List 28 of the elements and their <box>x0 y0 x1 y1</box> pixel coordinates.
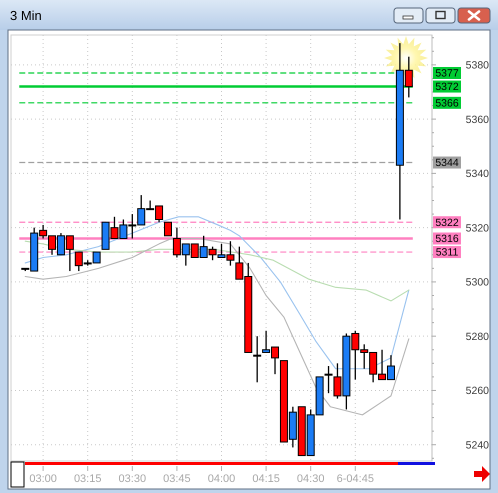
x-tick-label: 03:00 <box>29 473 57 485</box>
x-tick-label: 04:15 <box>252 473 280 485</box>
x-tick-label: 03:15 <box>74 473 102 485</box>
line-series <box>24 238 410 416</box>
x-tick-label: 04:30 <box>296 473 324 485</box>
x-tick-label: 03:30 <box>118 473 146 485</box>
x-tick-label: 04:00 <box>208 473 236 485</box>
ref-line-label: 5316 <box>435 233 459 246</box>
candlestick <box>253 336 262 383</box>
ref-line-label: 5322 <box>435 216 459 229</box>
y-tick-label: 5320 <box>466 222 490 234</box>
y-tick-label: 5340 <box>466 168 490 180</box>
x-tick-label: 03:45 <box>163 473 191 485</box>
ref-line-label: 5344 <box>435 157 459 170</box>
candlestick <box>164 222 172 236</box>
ref-line-label: 5372 <box>435 81 459 94</box>
y-tick-label: 5280 <box>466 330 490 343</box>
x-tick-label: 6-04:45 <box>336 473 374 485</box>
chart-title: 3 Min <box>10 8 42 23</box>
y-tick-label: 5380 <box>466 60 490 72</box>
candlestick <box>324 365 333 394</box>
y-tick-label: 5360 <box>466 114 490 126</box>
ref-line-label: 5311 <box>436 246 458 259</box>
ref-line-label: 5377 <box>435 68 459 80</box>
y-tick-label: 5260 <box>466 385 490 398</box>
y-tick-label: 5300 <box>466 276 490 289</box>
ref-line-label: 5366 <box>435 98 459 110</box>
y-tick-label: 5240 <box>466 439 490 452</box>
